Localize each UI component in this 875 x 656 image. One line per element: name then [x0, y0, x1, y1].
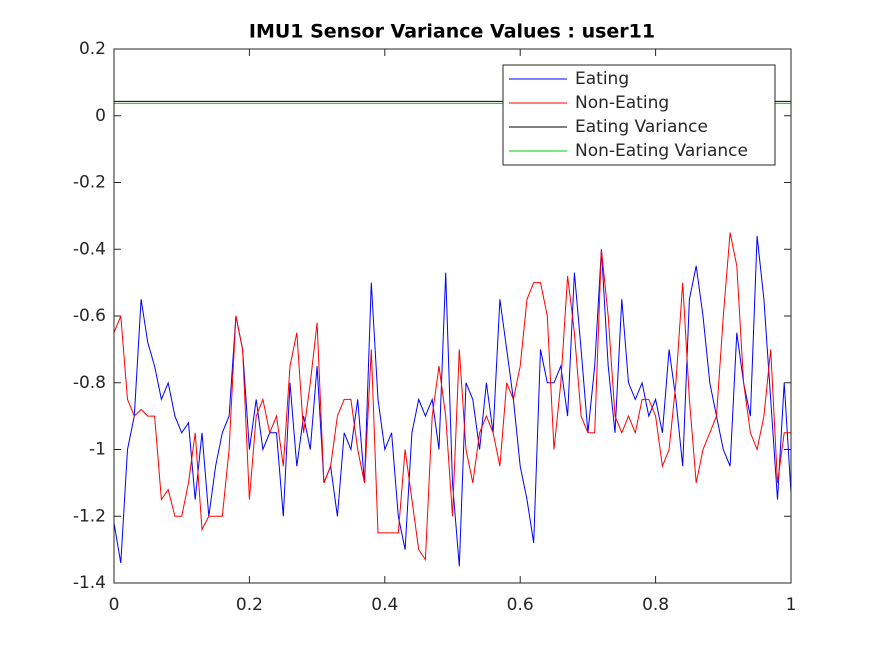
y-tick-label: -0.2 [73, 173, 106, 193]
series-line [114, 232, 791, 562]
x-tick-label: 0.2 [236, 595, 263, 615]
y-tick-label: -1.4 [73, 573, 106, 593]
x-tick-label: 1 [786, 595, 797, 615]
y-tick-label: -0.8 [73, 373, 106, 393]
legend-box [502, 64, 776, 166]
y-tick-label: -0.6 [73, 306, 106, 326]
x-tick-label: 0.8 [642, 595, 669, 615]
legend-label: Non-Eating [575, 93, 669, 113]
y-tick-label: -1 [89, 440, 106, 460]
series-line [114, 235, 791, 567]
chart-title: IMU1 Sensor Variance Values : user11 [249, 21, 655, 43]
x-tick-label: 0 [109, 595, 120, 615]
x-tick-label: 0.6 [507, 595, 534, 615]
y-tick-label: -0.4 [73, 239, 106, 259]
y-tick-label: 0 [95, 106, 106, 126]
y-tick-label: -1.2 [73, 506, 106, 526]
legend-label: Eating Variance [575, 117, 708, 137]
x-tick-label: 0.4 [371, 595, 398, 615]
y-tick-label: 0.2 [79, 39, 106, 59]
legend-label: Eating [575, 69, 629, 89]
axes-box [113, 48, 792, 584]
legend-label: Non-Eating Variance [575, 141, 748, 161]
